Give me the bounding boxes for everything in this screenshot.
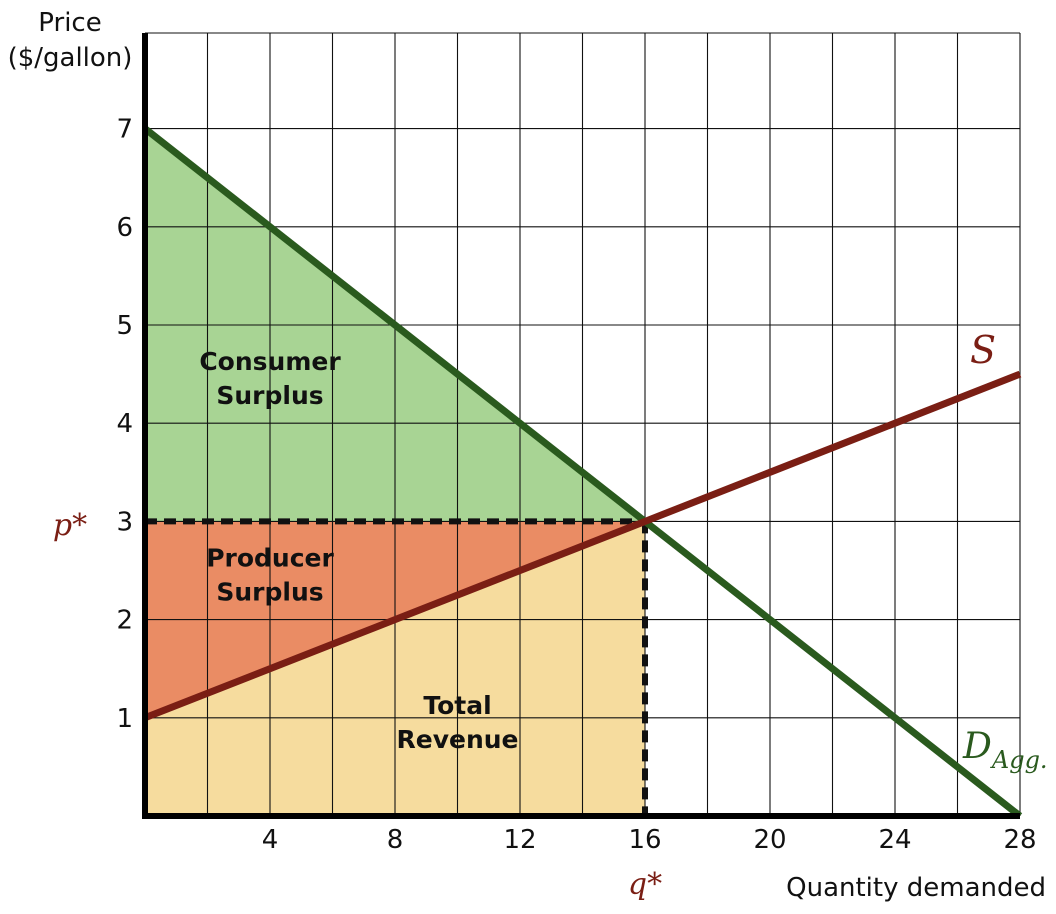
region-label-line: Surplus bbox=[216, 381, 323, 410]
region-label: Consumer Surplus bbox=[199, 347, 341, 410]
x-tick-label: 24 bbox=[878, 825, 911, 855]
y-axis-label-line-2: ($/gallon) bbox=[8, 43, 133, 73]
demand-curve-label-main: D bbox=[962, 726, 992, 767]
x-tick-label: 8 bbox=[387, 825, 404, 855]
region-label-line: Revenue bbox=[396, 725, 518, 754]
curves bbox=[142, 125, 1023, 819]
region-labels: Consumer Surplus Producer Surplus Total Reven… bbox=[199, 347, 518, 754]
x-tick-label: 4 bbox=[262, 825, 279, 855]
region-label-line: Total bbox=[423, 691, 491, 720]
region-label: Total Revenue bbox=[396, 691, 518, 754]
p-star-label: p* bbox=[53, 508, 87, 543]
x-axis-label: Quantity demanded bbox=[786, 873, 1046, 903]
region-label-line: Consumer bbox=[199, 347, 341, 376]
y-tick-label: 2 bbox=[116, 606, 133, 636]
demand-curve-label-sub: Agg. bbox=[990, 746, 1048, 774]
region-label: Producer Surplus bbox=[206, 544, 334, 607]
q-star-label: q* bbox=[628, 867, 662, 902]
supply-curve bbox=[143, 370, 1022, 722]
x-tick-label: 28 bbox=[1003, 825, 1036, 855]
demand-curve-label: DAgg. bbox=[962, 726, 1048, 774]
y-tick-label: 3 bbox=[116, 507, 133, 537]
y-axis-label-line-1: Price bbox=[38, 8, 101, 38]
y-tick-label: 5 bbox=[116, 311, 133, 341]
x-tick-label: 12 bbox=[503, 825, 536, 855]
x-tick-label: 16 bbox=[628, 825, 661, 855]
y-tick-label: 6 bbox=[116, 213, 133, 243]
region-label-line: Producer bbox=[206, 544, 334, 573]
y-tick-label: 1 bbox=[116, 704, 133, 734]
grid bbox=[145, 32, 1021, 816]
demand-curve bbox=[142, 125, 1023, 819]
y-tick-label: 4 bbox=[116, 409, 133, 439]
y-tick-label: 7 bbox=[116, 115, 133, 145]
axes bbox=[142, 33, 1020, 819]
supply-curve-label: S bbox=[970, 328, 996, 372]
region-label-line: Surplus bbox=[216, 578, 323, 607]
equilibrium-guides bbox=[145, 518, 648, 816]
x-tick-label: 20 bbox=[753, 825, 786, 855]
